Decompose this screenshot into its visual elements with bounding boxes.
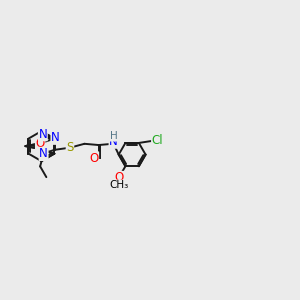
Text: O: O: [114, 171, 124, 184]
Text: S: S: [66, 141, 74, 154]
Text: O: O: [35, 137, 45, 150]
Text: N: N: [109, 135, 118, 148]
Text: N: N: [38, 128, 47, 141]
Text: N: N: [39, 147, 48, 161]
Text: CH₃: CH₃: [109, 180, 129, 190]
Text: Cl: Cl: [152, 134, 163, 147]
Text: H: H: [110, 131, 117, 141]
Text: O: O: [89, 152, 99, 165]
Text: N: N: [51, 131, 60, 144]
